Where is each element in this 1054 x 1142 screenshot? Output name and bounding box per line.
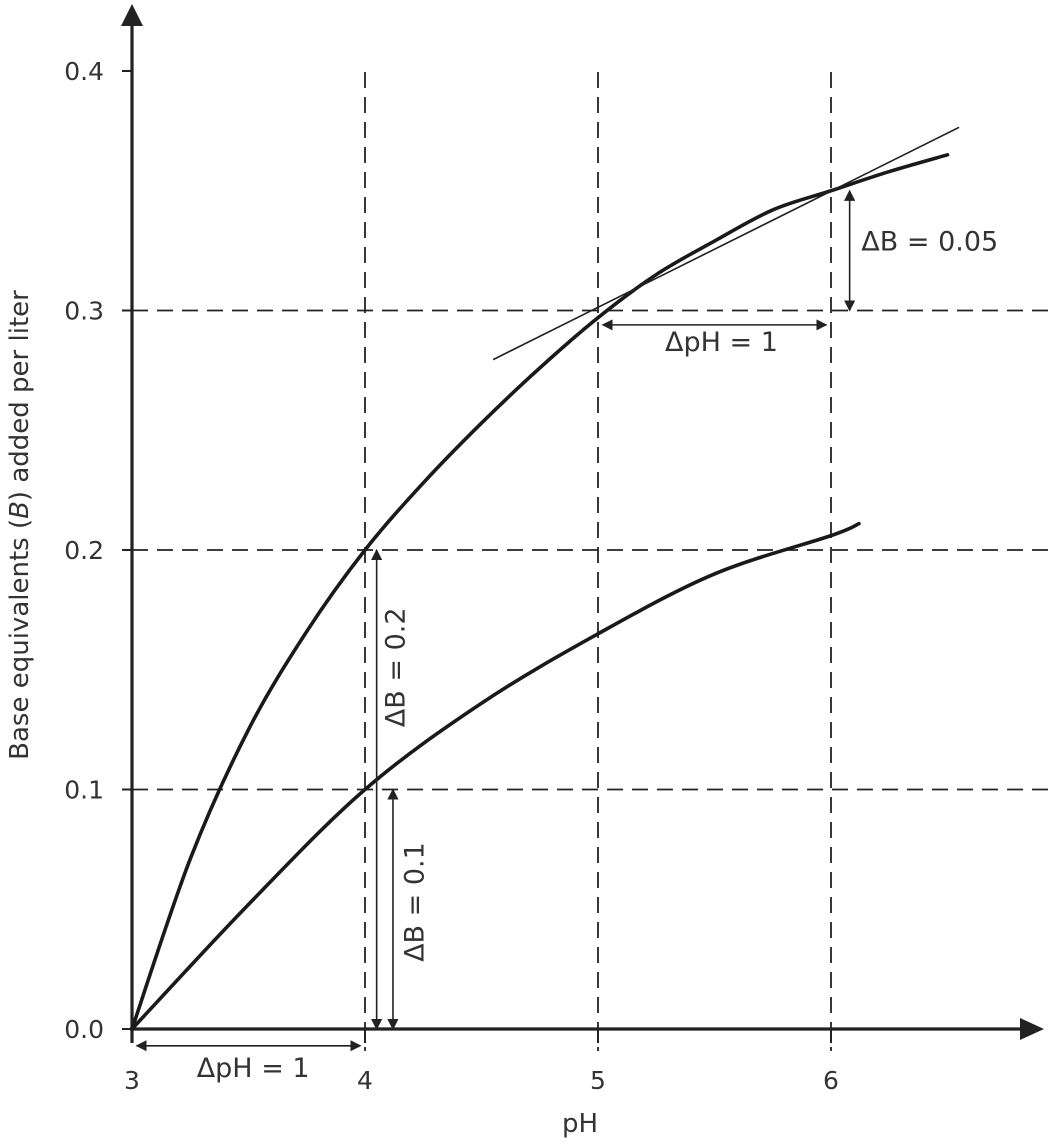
y-axis-title-part: ) added per liter (5, 290, 35, 501)
y-tick-label: 0.0 (64, 1015, 104, 1044)
y-tick-label: 0.2 (64, 536, 104, 565)
x-tick-label: 5 (590, 1066, 606, 1095)
curve-lower (130, 521, 861, 1031)
annotation-label: ΔB = 0.2 (381, 607, 412, 727)
series (130, 126, 960, 1031)
x-axis-arrow (1020, 1018, 1044, 1040)
y-axis-title: Base equivalents (B) added per liter (5, 290, 35, 760)
grid (132, 72, 1054, 1051)
y-tick-label: 0.3 (64, 297, 104, 326)
curve-upper (130, 153, 950, 1031)
annotation-label: ΔpH = 1 (197, 1053, 310, 1084)
y-tick-label: 0.4 (64, 57, 104, 86)
annotations: ΔB = 0.05 ΔpH = 1 ΔB = 0.2 ΔB = 0.1 ΔpH = 1 (135, 189, 998, 1084)
tangent-line (492, 126, 960, 361)
x-tick-label: 4 (357, 1066, 373, 1095)
y-axis-title-part: Base equivalents ( (5, 519, 35, 760)
y-axis-arrow (121, 4, 143, 26)
x-tick-label: 6 (823, 1066, 839, 1095)
annotation-label: ΔB = 0.1 (399, 842, 430, 962)
y-axis-title-italic: B (5, 501, 35, 519)
axes: 0.0 0.1 0.2 0.3 0.4 3 4 5 6 pH Base equivalents (B… (5, 4, 1044, 1139)
annotation-label: ΔpH = 1 (665, 327, 778, 358)
annotation-label: ΔB = 0.05 (861, 227, 998, 258)
x-tick-label: 3 (124, 1066, 140, 1095)
y-tick-label: 0.1 (64, 776, 104, 805)
x-axis-title: pH (562, 1109, 598, 1139)
